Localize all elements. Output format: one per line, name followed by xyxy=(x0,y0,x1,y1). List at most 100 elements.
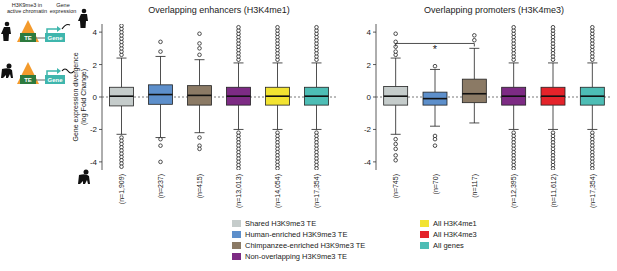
y-tick-label: 4 xyxy=(93,28,98,37)
whisker-low xyxy=(553,105,554,129)
y-tick-label: -2 xyxy=(364,125,372,134)
y-tick xyxy=(99,64,102,65)
whisker-cap-low xyxy=(312,129,322,130)
chart-title: Overlapping enhancers (H3K4me1) xyxy=(148,5,290,15)
outlier xyxy=(198,47,202,51)
marks xyxy=(110,24,329,170)
median xyxy=(502,95,526,97)
outlier xyxy=(512,167,516,170)
whisker-cap-low xyxy=(273,129,283,130)
chart-title: Overlapping promoters (H3K4me3) xyxy=(424,5,564,15)
legend-label: Shared H3K9me3 TE xyxy=(245,219,316,228)
chimp-icon-head xyxy=(7,64,12,69)
box xyxy=(188,86,212,105)
y-tick xyxy=(373,129,376,130)
chimp-icon-body xyxy=(1,68,13,78)
whisker-cap-high xyxy=(509,62,519,63)
outlier xyxy=(473,38,477,42)
legend-label: All H3K4me1 xyxy=(433,219,477,228)
x-tick-label: (n=1,909) xyxy=(118,174,126,204)
gene-box xyxy=(45,33,65,42)
whisker-low xyxy=(513,105,514,129)
outlier xyxy=(159,40,163,44)
figure: H3K9me3 inactive chromatinGeneexpression… xyxy=(0,0,617,271)
outlier xyxy=(315,167,319,170)
whisker-high xyxy=(592,63,593,87)
whisker-cap-high xyxy=(273,62,283,63)
whisker-cap-high xyxy=(587,62,597,63)
whisker-low xyxy=(160,104,161,137)
outlier xyxy=(591,25,595,29)
gene-label: Gene xyxy=(47,77,63,83)
x-tick-label: (n=13,013) xyxy=(235,174,243,208)
expression-arrow xyxy=(47,29,57,33)
y-tick xyxy=(99,161,102,162)
expression-arrow xyxy=(47,71,57,75)
x-tick-label: (n=17,354) xyxy=(313,174,321,208)
te-box xyxy=(20,33,36,42)
human-icon-body xyxy=(1,27,11,41)
outlier xyxy=(551,167,555,170)
box xyxy=(580,87,604,105)
whisker-low xyxy=(316,105,317,129)
legend-label: All H3K4me3 xyxy=(433,230,477,239)
y-tick-label: 2 xyxy=(93,61,98,70)
y-axis-label: (log Fold Change) xyxy=(80,69,88,125)
outlier xyxy=(394,50,398,54)
outlier xyxy=(159,137,163,141)
median xyxy=(110,95,134,97)
median xyxy=(227,95,251,97)
outlier xyxy=(159,50,163,54)
outlier xyxy=(237,25,241,29)
x-tick-label: (n=237) xyxy=(157,174,165,198)
arrow-head xyxy=(57,26,61,32)
whisker-cap-high xyxy=(156,56,166,57)
reference-line xyxy=(102,97,336,98)
y-tick xyxy=(99,97,102,98)
y-tick-label: -2 xyxy=(90,125,98,134)
x-tick-label: (n=70) xyxy=(432,174,440,194)
whisker-cap-low xyxy=(234,129,244,130)
legend-label: Human-enriched H3K9me3 TE xyxy=(245,230,347,239)
legend-label: Non-overlapping H3K9me3 TE xyxy=(245,252,347,261)
median xyxy=(188,95,212,97)
whisker-cap-low xyxy=(469,122,479,123)
whisker-high xyxy=(199,60,200,86)
box xyxy=(541,87,565,105)
whisker-high xyxy=(121,58,122,87)
outlier xyxy=(394,154,398,158)
y-tick xyxy=(373,64,376,65)
outlier xyxy=(159,144,163,148)
whisker-high xyxy=(513,63,514,87)
x-tick-label: (n=11,612) xyxy=(550,174,558,208)
whisker-high xyxy=(316,63,317,87)
x-tick-label: (n=14,054) xyxy=(274,174,282,208)
y-tick-label: -4 xyxy=(90,158,98,167)
legend: Shared H3K9me3 TE Human-enriched H3K9me3 … xyxy=(232,219,477,261)
box xyxy=(305,87,329,105)
y-tick xyxy=(99,129,102,130)
whisker-high xyxy=(435,69,436,92)
whisker-low xyxy=(238,105,239,129)
outlier xyxy=(591,167,595,170)
h3k9me3-triangle xyxy=(17,62,39,84)
outlier xyxy=(394,32,398,36)
box xyxy=(110,87,134,106)
whisker-cap-high xyxy=(234,62,244,63)
outlier xyxy=(394,137,398,141)
outlier xyxy=(433,64,437,68)
x-tick-label: (n=117) xyxy=(471,174,479,198)
whisker-cap-high xyxy=(430,69,440,70)
h3k9me3-triangle xyxy=(17,20,39,42)
te-box xyxy=(20,75,36,84)
transcript xyxy=(62,25,70,30)
whisker-high xyxy=(238,63,239,87)
outlier xyxy=(276,167,280,170)
outlier xyxy=(198,32,202,36)
outlier xyxy=(276,25,280,29)
whisker-low xyxy=(199,105,200,133)
te-label: TE xyxy=(24,77,32,83)
whisker-cap-low xyxy=(195,132,205,133)
median xyxy=(149,94,173,96)
schematic-label: active chromatin xyxy=(7,8,47,14)
